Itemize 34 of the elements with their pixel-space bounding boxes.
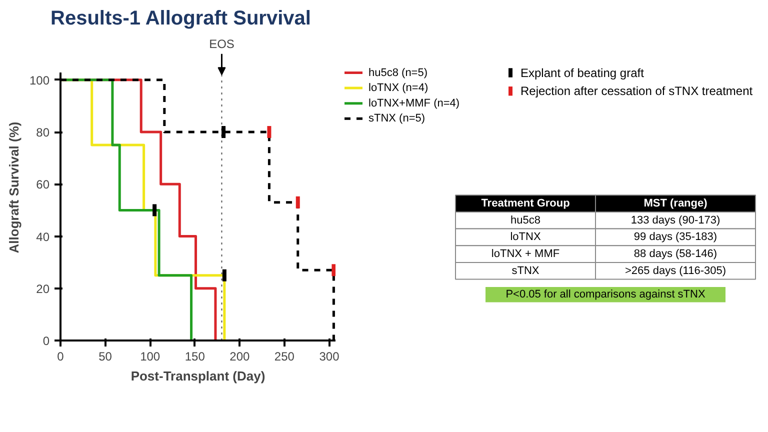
legend-label: Explant of beating graft xyxy=(520,66,645,80)
legend-label: Rejection after cessation of sTNX treatment xyxy=(520,84,754,98)
x-tick-label: 50 xyxy=(98,350,112,364)
text: P<0.05 for all comparisons against sTNX xyxy=(506,288,706,301)
legend-label: hu5c8 (n=5) xyxy=(368,66,428,79)
text: 133 days (90-173) xyxy=(630,214,720,226)
text: sTNX xyxy=(512,264,540,277)
text: >265 days (116-305) xyxy=(625,264,726,277)
ref-line-label: EOS xyxy=(209,37,234,52)
text: loTNX + MMF xyxy=(491,248,560,260)
y-tick-label: 20 xyxy=(36,282,50,296)
text: loTNX xyxy=(510,231,542,244)
x-axis-title: Post-Transplant (Day) xyxy=(130,368,266,384)
y-tick-label: 0 xyxy=(42,334,50,348)
legend-label: loTNX (n=4) xyxy=(368,82,428,94)
x-tick-label: 250 xyxy=(274,350,295,364)
x-tick-label: 300 xyxy=(319,350,340,364)
legend-label: sTNX (n=5) xyxy=(368,112,426,125)
x-tick-label: 0 xyxy=(57,350,64,364)
text: hu5c8 xyxy=(510,214,540,226)
x-tick-label: 150 xyxy=(184,350,206,364)
y-tick-label: 60 xyxy=(36,178,50,192)
text: 88 days (58-146) xyxy=(634,248,718,260)
text: MST (range) xyxy=(644,198,708,210)
text: 99 days (35-183) xyxy=(634,231,718,244)
chart-title: Results-1 Allograft Survival xyxy=(50,8,311,30)
y-tick-label: 80 xyxy=(36,126,50,140)
legend-label: loTNX+MMF (n=4) xyxy=(368,97,460,110)
text: Treatment Group xyxy=(481,198,570,210)
x-tick-label: 200 xyxy=(230,350,250,364)
y-tick-label: 40 xyxy=(36,230,50,244)
x-tick-label: 100 xyxy=(140,350,160,364)
y-axis-title: Allograft Survival (%) xyxy=(6,122,22,254)
y-tick-label: 100 xyxy=(29,73,50,88)
